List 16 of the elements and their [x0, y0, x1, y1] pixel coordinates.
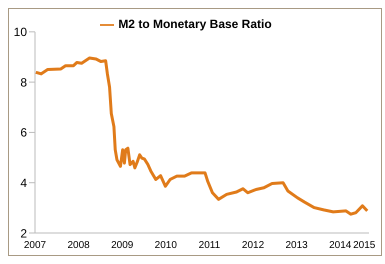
x-tick-label: 2015 [353, 240, 376, 252]
legend-label: M2 to Monetary Base Ratio [118, 17, 272, 31]
x-tick-label: 2009 [111, 240, 134, 252]
x-tick-label: 2010 [154, 240, 178, 252]
x-tick-label: 2014 [329, 240, 352, 252]
y-tick-label: 4 [20, 176, 28, 190]
x-tick-label: 2011 [198, 240, 221, 252]
x-tick-label: 2008 [67, 240, 90, 252]
x-tick-label: 2013 [285, 240, 308, 252]
y-tick-label: 2 [20, 226, 28, 240]
y-tick-label: 6 [20, 126, 28, 140]
y-tick-label: 8 [20, 75, 28, 90]
y-tick-label: 10 [14, 25, 28, 40]
x-tick-label: 2012 [242, 240, 265, 252]
x-tick-label: 2007 [24, 240, 47, 252]
line-series [35, 56, 369, 216]
